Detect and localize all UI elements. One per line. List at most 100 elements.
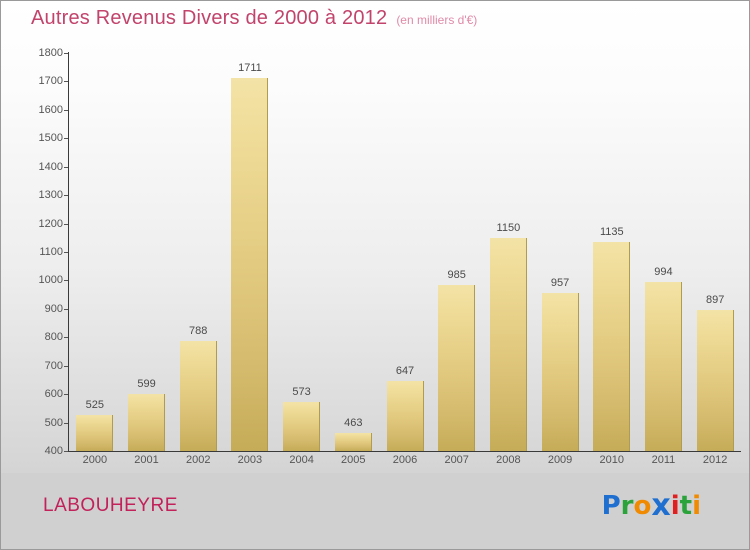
bar-group: 1135 xyxy=(593,53,631,451)
x-axis-tick-label: 2003 xyxy=(237,454,263,466)
bar-value-label: 957 xyxy=(550,276,570,289)
y-axis-tick-label: 1800 xyxy=(38,47,63,59)
bar-group: 573 xyxy=(283,53,321,451)
y-axis-labels: 400 500 600 700 800 900 1000 1100 1200 1300 1400 15… xyxy=(1,1,69,473)
y-axis-tick-mark xyxy=(64,365,69,367)
x-axis-tick-label: 2006 xyxy=(392,454,418,466)
bar-value-label: 647 xyxy=(395,364,415,377)
bar-value-label: 1150 xyxy=(496,221,521,234)
y-axis-tick-mark xyxy=(64,337,69,339)
y-axis-tick-label: 400 xyxy=(44,445,63,457)
bar[interactable] xyxy=(128,394,166,451)
bar[interactable] xyxy=(283,401,321,451)
y-axis-tick-label: 1500 xyxy=(38,132,63,145)
y-axis-tick-mark xyxy=(64,53,69,54)
bar-value-label: 788 xyxy=(189,324,208,337)
logo-letter: i xyxy=(692,491,701,521)
y-axis-tick-mark xyxy=(64,308,69,310)
bar-group: 897 xyxy=(696,53,734,451)
bar[interactable] xyxy=(231,78,269,451)
x-axis-tick-label: 2000 xyxy=(82,454,108,466)
x-axis-tick-label: 2002 xyxy=(185,454,211,466)
bar-value-label: 599 xyxy=(137,378,156,391)
chart-header: Autres Revenus Divers de 2000 à 2012 (en… xyxy=(31,7,477,37)
logo-letter: r xyxy=(620,491,634,521)
y-axis-tick-mark xyxy=(64,138,69,140)
y-axis-tick-label: 1100 xyxy=(39,246,63,258)
y-axis-tick-label: 1700 xyxy=(38,75,63,88)
y-axis-tick-mark xyxy=(64,451,69,452)
bar-group: 463 xyxy=(334,53,372,451)
y-axis-tick-mark xyxy=(64,252,69,253)
bar[interactable] xyxy=(76,415,114,451)
x-axis-tick-label: 2001 xyxy=(134,454,159,466)
location-name: LABOUHEYRE xyxy=(43,495,178,516)
bar-group: 957 xyxy=(541,53,579,451)
bar[interactable] xyxy=(334,433,372,451)
x-axis-line xyxy=(68,451,741,452)
logo-letter: x xyxy=(651,488,671,523)
bar[interactable] xyxy=(541,292,579,451)
x-axis-tick-label: 2011 xyxy=(651,454,676,466)
bar[interactable] xyxy=(386,380,424,451)
y-axis-tick-mark xyxy=(64,280,69,282)
bar-group: 985 xyxy=(438,53,476,451)
bar-group: 1711 xyxy=(231,53,269,451)
x-axis-tick-label: 2005 xyxy=(341,454,366,466)
bar[interactable] xyxy=(593,242,631,451)
y-axis-tick-label: 1000 xyxy=(38,274,63,287)
bar-value-label: 897 xyxy=(705,293,725,306)
logo-letter: t xyxy=(679,491,693,521)
bar-group: 788 xyxy=(179,53,217,451)
bar-group: 525 xyxy=(76,53,114,451)
y-axis-line xyxy=(68,52,69,452)
x-axis-tick-label: 2004 xyxy=(289,454,314,466)
bar-value-label: 525 xyxy=(85,399,105,412)
y-axis-tick-mark xyxy=(64,195,69,197)
y-axis-tick-label: 700 xyxy=(44,359,63,372)
y-axis-tick-mark xyxy=(64,109,69,111)
bar-value-label: 463 xyxy=(344,417,363,430)
bar-group: 1150 xyxy=(489,53,527,451)
bar-value-label: 994 xyxy=(654,266,673,279)
y-axis-tick-mark xyxy=(64,166,69,168)
bar[interactable] xyxy=(489,237,527,451)
logo-letter: o xyxy=(633,491,652,521)
x-axis-tick-label: 2008 xyxy=(496,454,521,466)
y-axis-tick-label: 500 xyxy=(44,416,63,429)
bar-value-label: 985 xyxy=(447,268,466,281)
y-axis-tick-label: 800 xyxy=(44,331,63,344)
y-axis-tick-mark xyxy=(64,394,69,396)
page-title: Autres Revenus Divers de 2000 à 2012 xyxy=(31,7,388,29)
y-axis-tick-label: 900 xyxy=(44,302,63,315)
bar-group: 994 xyxy=(644,53,682,451)
bar[interactable] xyxy=(179,340,217,451)
y-axis-tick-mark xyxy=(64,81,69,83)
x-axis-tick-label: 2009 xyxy=(547,454,573,466)
x-axis-tick-label: 2010 xyxy=(599,454,625,466)
logo-letter: i xyxy=(670,491,680,521)
x-axis-tick-label: 2007 xyxy=(444,454,469,466)
y-axis-tick-label: 1200 xyxy=(38,217,63,230)
bar-group: 647 xyxy=(386,53,424,451)
bar[interactable] xyxy=(438,284,476,451)
plot-area: 525 599 788 1711 573 463 647 985 1150 957 1135 994 8… xyxy=(69,53,741,451)
chart-canvas: Autres Revenus Divers de 2000 à 2012 (en… xyxy=(1,1,749,473)
bar-group: 599 xyxy=(128,53,166,451)
bar-value-label: 1711 xyxy=(238,62,262,75)
y-axis-tick-label: 1400 xyxy=(38,160,63,173)
y-axis-tick-label: 600 xyxy=(44,388,63,401)
y-axis-tick-label: 1300 xyxy=(38,189,63,202)
y-axis-tick-mark xyxy=(64,422,69,424)
bar-value-label: 573 xyxy=(292,385,311,398)
y-axis-tick-mark xyxy=(64,223,69,225)
chart-unit-subtitle: (en milliers d'€) xyxy=(396,13,478,27)
bar[interactable] xyxy=(644,282,682,451)
bar-value-label: 1135 xyxy=(599,226,624,239)
logo-letter: P xyxy=(601,491,621,521)
y-axis-tick-label: 1600 xyxy=(38,103,63,116)
bar[interactable] xyxy=(696,309,734,451)
